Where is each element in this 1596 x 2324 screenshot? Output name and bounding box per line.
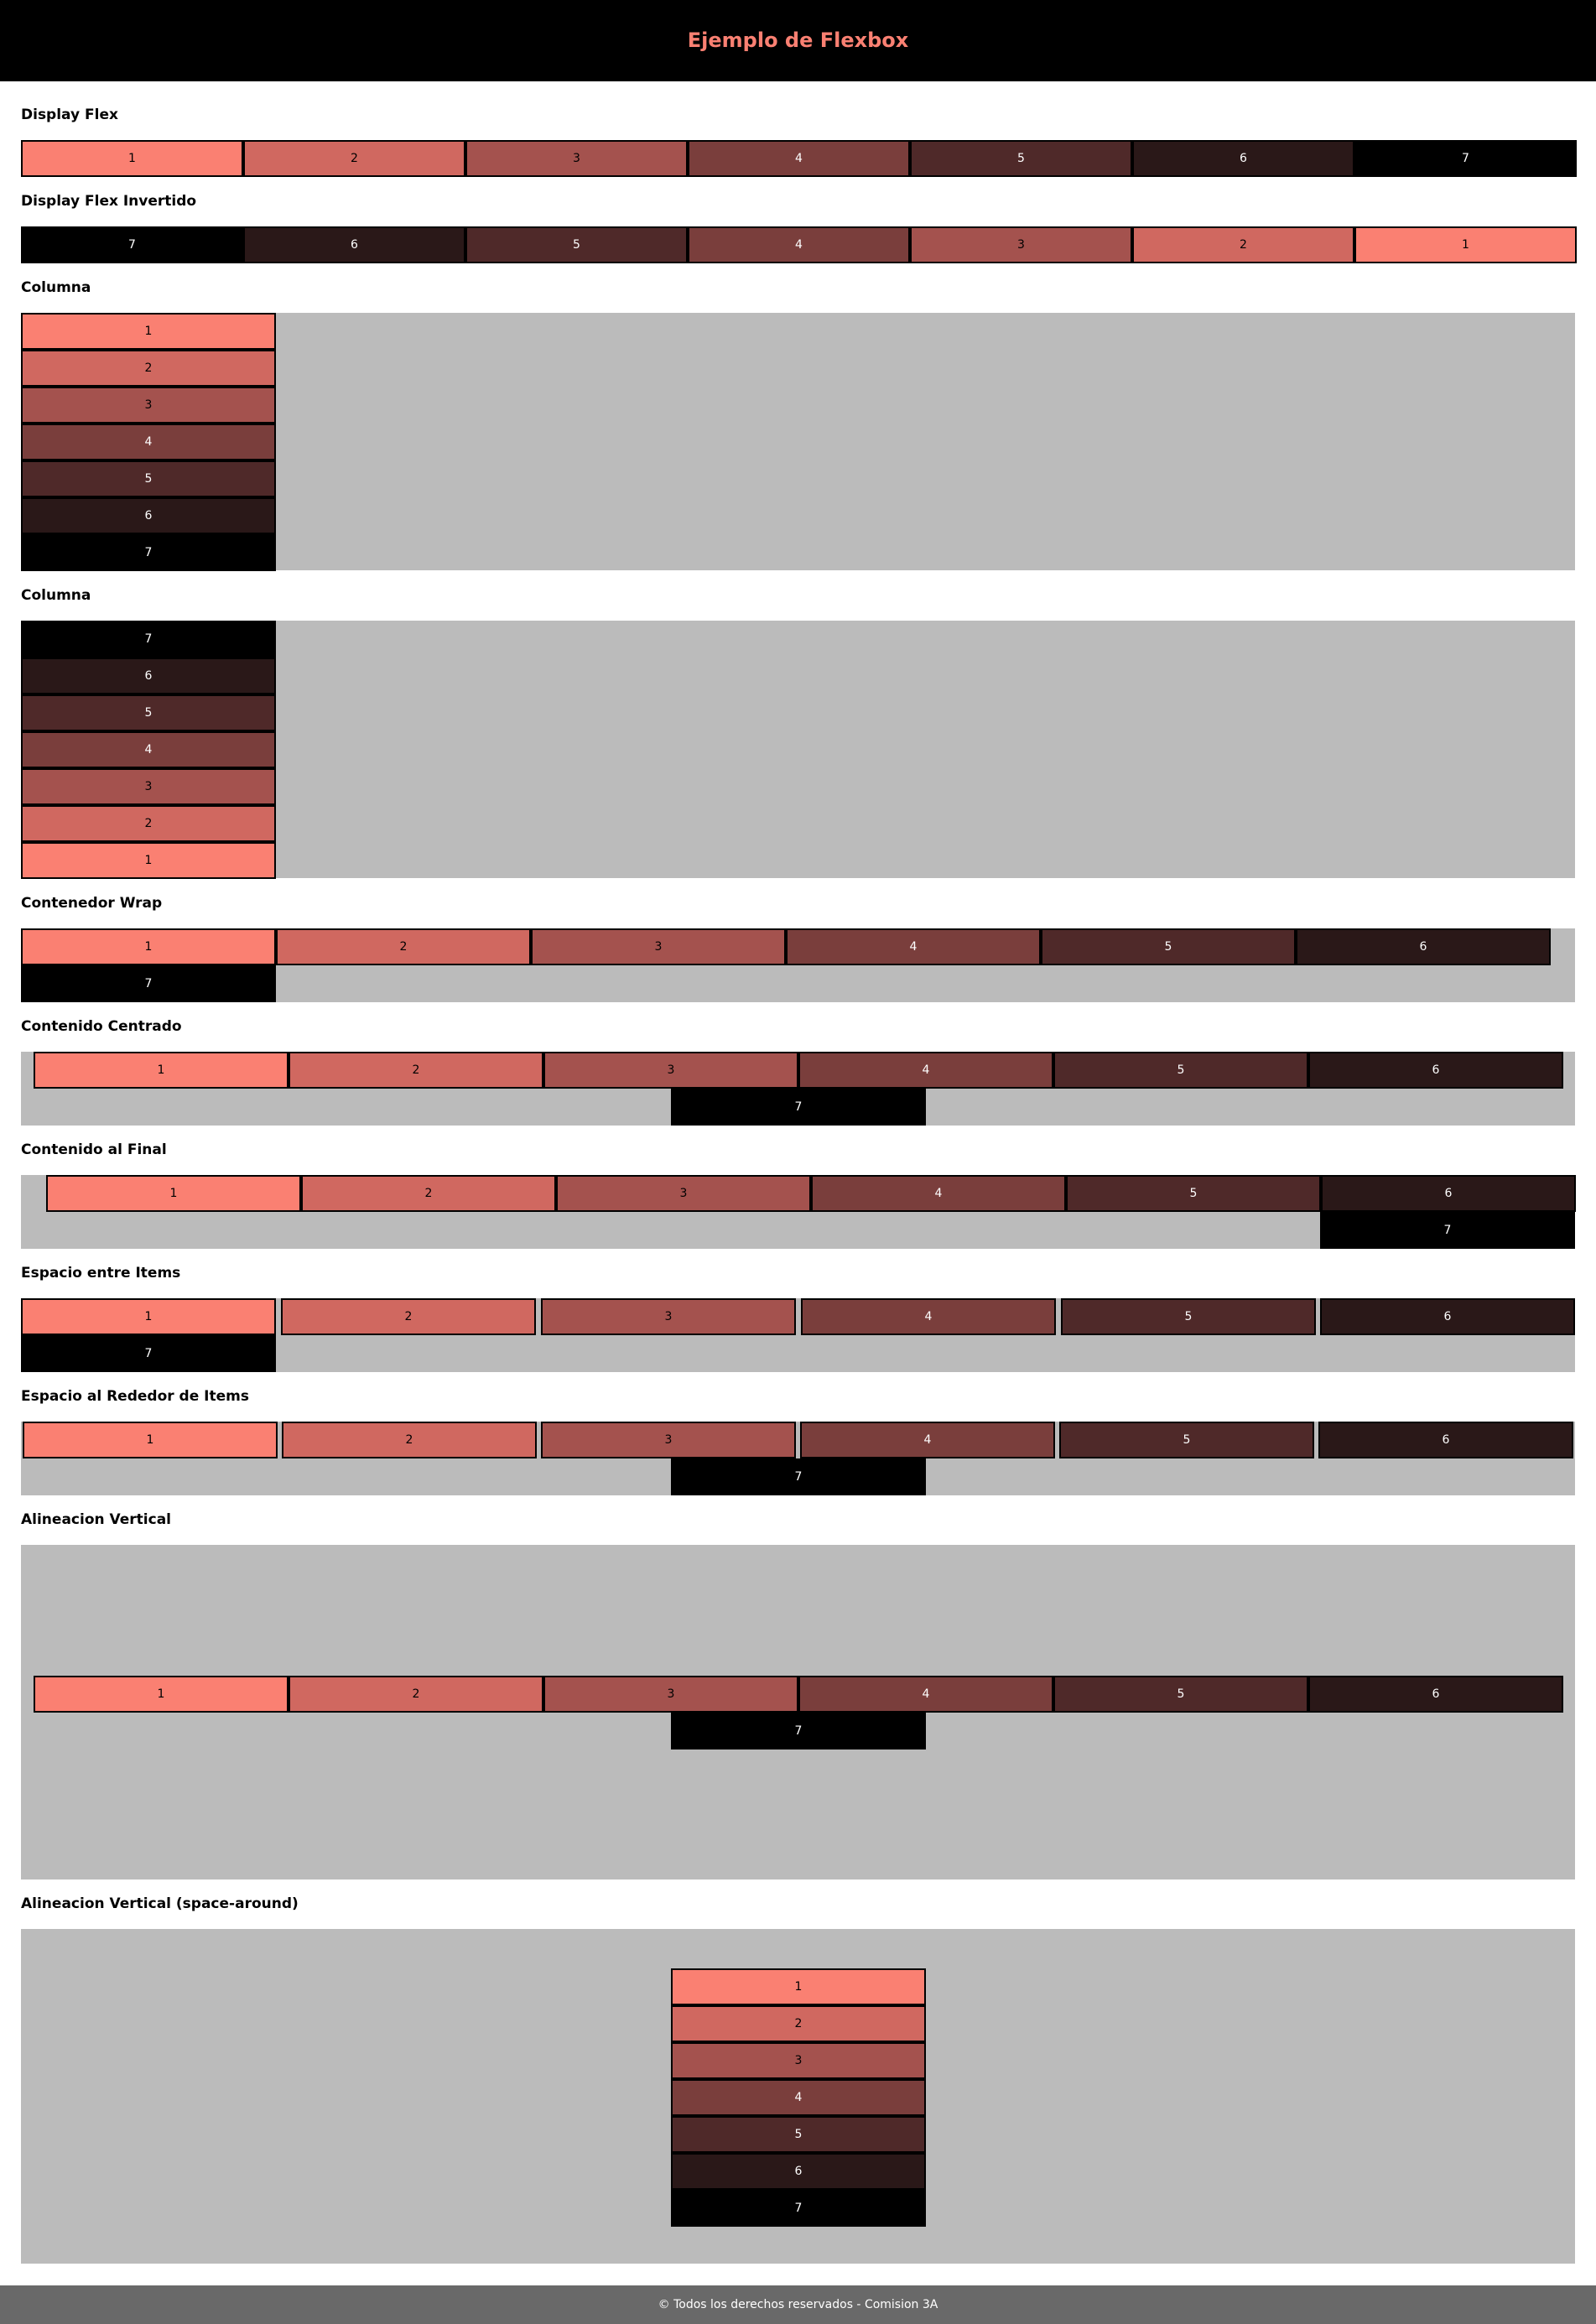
flex-item: 1 [21, 313, 276, 350]
flex-item: 5 [1059, 1422, 1314, 1458]
flex-item: 6 [1308, 1052, 1563, 1089]
flex-item: 5 [1066, 1175, 1321, 1212]
flex-item: 7 [21, 965, 276, 1002]
flex-item: 4 [811, 1175, 1066, 1212]
flex-item: 3 [543, 1052, 798, 1089]
flex-item: 7 [21, 621, 276, 658]
flex-item: 3 [541, 1422, 796, 1458]
flex-item: 2 [301, 1175, 556, 1212]
flex-item: 4 [688, 226, 910, 263]
flex-item: 6 [671, 2153, 926, 2190]
flex-item: 4 [21, 731, 276, 768]
flex-item: 4 [801, 1298, 1056, 1335]
flex-item: 2 [282, 1422, 537, 1458]
flex-item: 2 [289, 1052, 543, 1089]
flex-item: 5 [1053, 1052, 1308, 1089]
flex-item: 5 [671, 2116, 926, 2153]
flex-item: 7 [671, 1458, 926, 1495]
flex-item: 2 [243, 140, 465, 177]
flex-item: 2 [21, 350, 276, 387]
flex-item: 7 [21, 1335, 276, 1372]
flex-item: 3 [556, 1175, 811, 1212]
section-title: Display Flex [21, 107, 118, 123]
flex-item: 1 [23, 1422, 278, 1458]
section-title: Columna [21, 279, 91, 296]
flex-item: 4 [671, 2079, 926, 2116]
flex-item: 1 [21, 928, 276, 965]
flex-container [21, 1298, 1575, 1372]
flex-item: 7 [671, 2190, 926, 2227]
flex-item: 4 [798, 1052, 1053, 1089]
flex-item: 3 [541, 1298, 796, 1335]
section-title: Display Flex Invertido [21, 193, 197, 210]
flex-item: 3 [910, 226, 1132, 263]
flex-item: 1 [21, 1298, 276, 1335]
flex-item: 6 [1132, 140, 1354, 177]
flex-item: 7 [21, 226, 243, 263]
flex-item: 5 [910, 140, 1132, 177]
flex-item: 5 [1053, 1676, 1308, 1713]
flex-item: 1 [671, 1968, 926, 2005]
flex-item: 2 [671, 2005, 926, 2042]
flex-item: 7 [21, 534, 276, 571]
section-title: Contenido al Final [21, 1141, 167, 1158]
section-title: Columna [21, 587, 91, 604]
flex-item: 1 [34, 1676, 289, 1713]
flex-item: 1 [21, 842, 276, 879]
section-title: Alineacion Vertical [21, 1511, 171, 1528]
flex-item: 6 [1318, 1422, 1573, 1458]
flex-item: 7 [671, 1089, 926, 1126]
flex-item: 1 [34, 1052, 289, 1089]
flex-container [21, 313, 1575, 570]
page-title: Ejemplo de Flexbox [687, 29, 909, 52]
flex-item: 3 [465, 140, 688, 177]
flex-item: 7 [1320, 1212, 1575, 1249]
flex-item: 6 [1320, 1298, 1575, 1335]
flex-item: 7 [1354, 140, 1577, 177]
flex-item: 6 [1296, 928, 1551, 965]
flex-item: 2 [1132, 226, 1354, 263]
flex-item: 4 [688, 140, 910, 177]
flex-item: 6 [1321, 1175, 1576, 1212]
flex-item: 3 [21, 768, 276, 805]
section-title: Alineacion Vertical (space-around) [21, 1895, 299, 1912]
section-title: Espacio entre Items [21, 1265, 181, 1282]
flex-item: 3 [21, 387, 276, 424]
flex-item: 6 [21, 658, 276, 694]
flex-item: 5 [465, 226, 688, 263]
flex-item: 1 [46, 1175, 301, 1212]
flex-item: 2 [289, 1676, 543, 1713]
flex-item: 5 [21, 460, 276, 497]
flex-item: 3 [543, 1676, 798, 1713]
flex-item: 7 [671, 1713, 926, 1749]
flex-item: 6 [243, 226, 465, 263]
section-title: Espacio al Rededor de Items [21, 1388, 249, 1405]
section-title: Contenedor Wrap [21, 895, 163, 912]
flex-item: 3 [531, 928, 786, 965]
flex-item: 2 [276, 928, 531, 965]
flex-item: 4 [800, 1422, 1055, 1458]
flex-item: 3 [671, 2042, 926, 2079]
flex-item: 4 [798, 1676, 1053, 1713]
flex-item: 6 [21, 497, 276, 534]
flex-item: 4 [21, 424, 276, 460]
flex-container [21, 621, 1575, 878]
section-title: Contenido Centrado [21, 1018, 182, 1035]
flex-item: 6 [1308, 1676, 1563, 1713]
flex-item: 5 [1041, 928, 1296, 965]
footer-text: © Todos los derechos reservados - Comisi… [658, 2298, 938, 2311]
flex-item: 5 [21, 694, 276, 731]
page-footer: © Todos los derechos reservados - Comisi… [0, 2285, 1596, 2324]
flex-item: 4 [786, 928, 1041, 965]
flex-item: 2 [21, 805, 276, 842]
flex-item: 1 [21, 140, 243, 177]
page-header: Ejemplo de Flexbox [0, 0, 1596, 81]
flex-item: 1 [1354, 226, 1577, 263]
flex-item: 2 [281, 1298, 536, 1335]
flex-item: 5 [1061, 1298, 1316, 1335]
